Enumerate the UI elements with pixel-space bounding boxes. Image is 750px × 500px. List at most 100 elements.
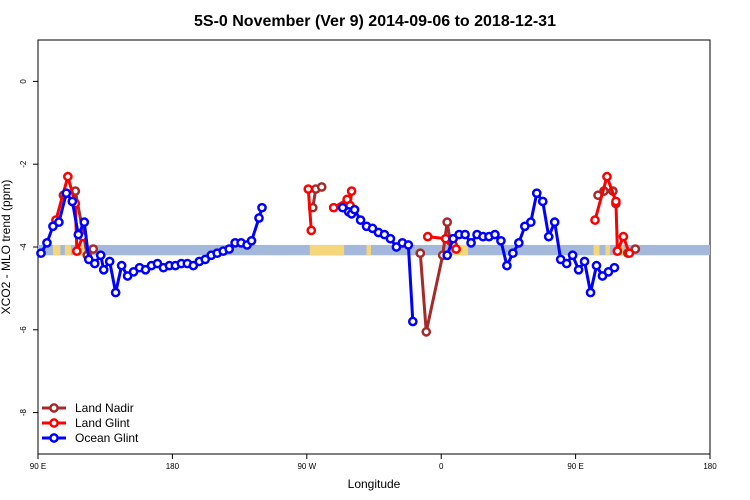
data-point: [609, 262, 620, 273]
series-line: [341, 206, 415, 322]
data-point: [624, 248, 635, 259]
data-point: [490, 229, 500, 240]
data-point: [306, 225, 317, 236]
legend-label: Land Glint: [75, 416, 130, 430]
legend-item: Ocean Glint: [42, 431, 139, 445]
legend-item: Land Glint: [42, 416, 130, 430]
y-axis: 0 -2 -4 -6 -8: [19, 79, 38, 416]
data-point: [579, 256, 590, 267]
legend-marker: [49, 418, 59, 428]
data-point: [585, 287, 596, 298]
data-point: [316, 182, 327, 192]
data-point: [514, 238, 524, 248]
x-axis-label: Longitude: [348, 477, 401, 491]
data-point: [422, 231, 433, 242]
data-point: [496, 235, 506, 246]
data-point: [611, 196, 621, 207]
data-point: [549, 217, 560, 228]
data-point: [61, 188, 72, 199]
data-point: [573, 264, 584, 275]
y-tick-label: -4: [19, 243, 28, 251]
data-point: [385, 233, 396, 244]
x-tick-label: 90 W: [297, 462, 316, 471]
land-band: [309, 244, 345, 256]
data-point: [104, 256, 115, 267]
data-point: [54, 217, 64, 228]
data-point: [224, 244, 234, 254]
data-point: [246, 235, 257, 246]
land-band: [605, 244, 610, 256]
data-point: [531, 188, 542, 199]
x-tick-label: 180: [703, 462, 717, 471]
y-axis-label: XCO2 - MLO trend (ppm): [0, 180, 13, 315]
legend-marker: [49, 403, 59, 413]
land-band: [79, 244, 86, 256]
data-point: [349, 204, 360, 215]
ocean-band: [38, 244, 710, 256]
data-point: [590, 215, 600, 225]
data-point: [110, 287, 121, 298]
series-line: [39, 189, 264, 293]
data-point: [355, 215, 366, 225]
data-point: [63, 171, 73, 182]
chart-title: 5S-0 November (Ver 9) 2014-09-06 to 2018…: [194, 13, 556, 30]
series-line: [306, 188, 313, 231]
land-band: [593, 244, 600, 256]
data-point: [71, 246, 82, 256]
data-point: [254, 213, 264, 223]
x-tick-label: 90 E: [30, 462, 46, 471]
data-point: [415, 248, 426, 259]
data-point: [67, 196, 78, 207]
land-band: [52, 244, 61, 256]
land-band: [366, 244, 372, 256]
data-point: [442, 217, 453, 228]
data-point: [257, 202, 267, 213]
data-point: [537, 196, 548, 207]
data-point: [95, 250, 106, 261]
data-point: [451, 244, 461, 254]
data-point: [612, 246, 623, 256]
x-tick-label: 180: [166, 462, 180, 471]
series-ocean-glint: [36, 188, 620, 327]
data-point: [502, 260, 512, 271]
data-point: [328, 202, 339, 213]
legend-label: Ocean Glint: [75, 431, 139, 445]
data-point: [73, 229, 84, 240]
data-point: [442, 250, 453, 261]
data-point: [89, 258, 100, 269]
data-point: [440, 233, 451, 244]
data-point: [525, 217, 536, 228]
legend-item: Land Nadir: [42, 401, 134, 415]
y-tick-label: -6: [19, 326, 28, 334]
legend-marker: [49, 433, 59, 443]
data-point: [98, 264, 109, 275]
data-point: [543, 231, 554, 242]
data-point: [508, 248, 518, 259]
data-point: [567, 250, 578, 261]
legend-label: Land Nadir: [75, 401, 134, 415]
data-point: [561, 258, 572, 269]
plot-area: 90 E 180 90 W 0 90 E 180 0 -2 -4 -6 -8: [19, 39, 717, 471]
x-tick-label: 90 E: [567, 462, 583, 471]
data-point: [303, 184, 314, 194]
x-axis: 90 E 180 90 W 0 90 E 180: [30, 454, 717, 471]
data-point: [407, 316, 418, 327]
x-tick-label: 0: [439, 462, 444, 471]
data-point: [618, 231, 629, 242]
data-point: [79, 217, 90, 228]
data-point: [403, 240, 414, 250]
data-point: [591, 260, 602, 271]
series-layer: [36, 170, 641, 337]
data-point: [460, 229, 470, 240]
y-tick-label: -8: [19, 408, 28, 416]
data-point: [116, 260, 127, 271]
data-point: [602, 171, 612, 182]
land-band: [64, 244, 71, 256]
y-tick-label: -2: [19, 160, 28, 168]
data-point: [36, 248, 46, 259]
data-point: [42, 238, 52, 248]
data-point: [88, 244, 99, 254]
data-point: [466, 238, 476, 248]
